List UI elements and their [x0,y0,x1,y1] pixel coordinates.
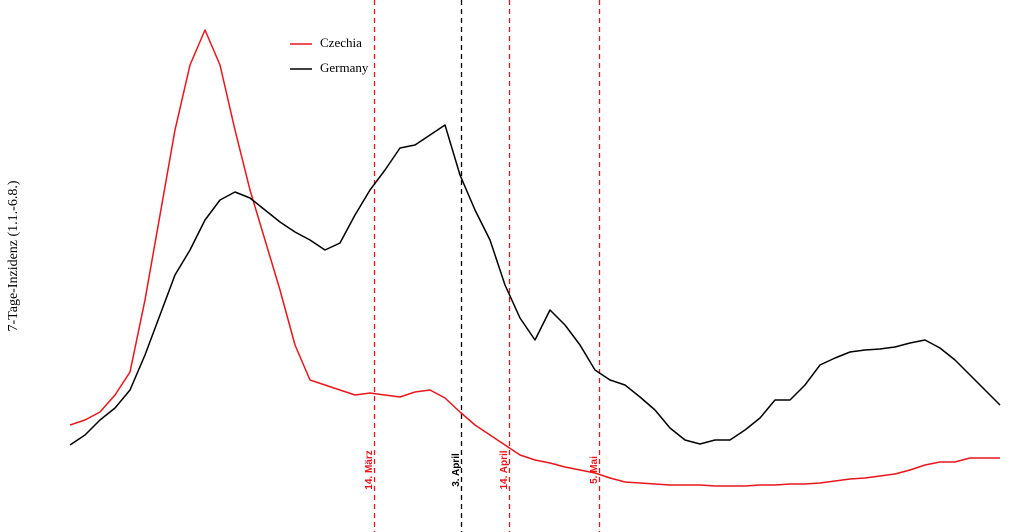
y-axis-title: 7-Tage-Inzidenz (1.1.-6.8.) [6,180,21,331]
legend-label: Czechia [320,35,362,50]
series-line [69,124,1001,446]
event-label: 14. März [364,450,375,489]
event-label: 14. April [499,450,510,489]
legend-label: Germany [320,60,369,75]
event-label: 5. Mai [589,456,600,484]
series-line [69,29,1000,487]
event-label: 3. April [451,453,462,487]
